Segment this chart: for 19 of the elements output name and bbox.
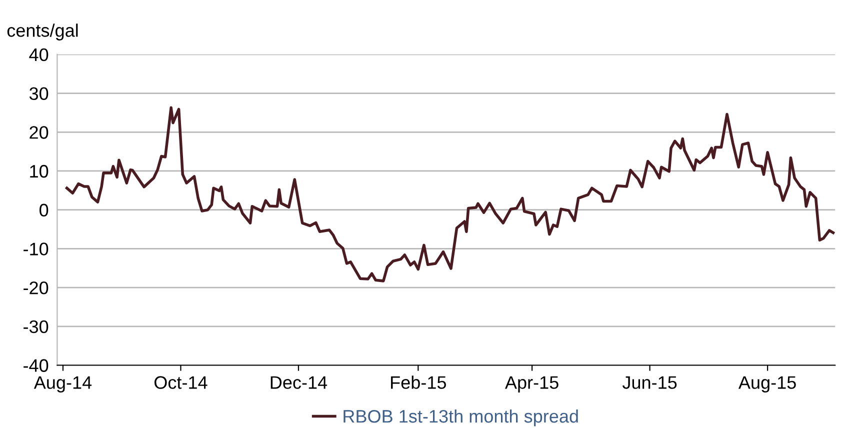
line-series bbox=[65, 106, 835, 282]
x-tick-label: Aug-15 bbox=[738, 376, 796, 392]
y-tick-label: -30 bbox=[24, 320, 48, 334]
x-tick-label: Apr-15 bbox=[504, 376, 558, 392]
legend-label: RBOB 1st-13th month spread bbox=[344, 409, 578, 426]
y-tick-label: 0 bbox=[40, 204, 48, 217]
y-tick-label: 40 bbox=[29, 48, 48, 62]
x-tick-label: Aug-14 bbox=[34, 376, 92, 392]
x-tick-label: Dec-14 bbox=[270, 376, 328, 389]
y-tick-label: 20 bbox=[30, 126, 48, 139]
y-tick-label: -20 bbox=[24, 281, 48, 294]
y-tick-label: -10 bbox=[24, 242, 48, 256]
x-tick-label: Jun-15 bbox=[622, 376, 677, 389]
y-tick-label: -40 bbox=[24, 359, 48, 372]
x-tick-label: Feb-15 bbox=[391, 376, 446, 389]
y-tick-label: 30 bbox=[29, 87, 48, 100]
x-tick-label: Oct-14 bbox=[154, 376, 208, 389]
y-axis-title: cents/gal bbox=[7, 24, 78, 40]
y-tick-label: 10 bbox=[30, 164, 48, 178]
